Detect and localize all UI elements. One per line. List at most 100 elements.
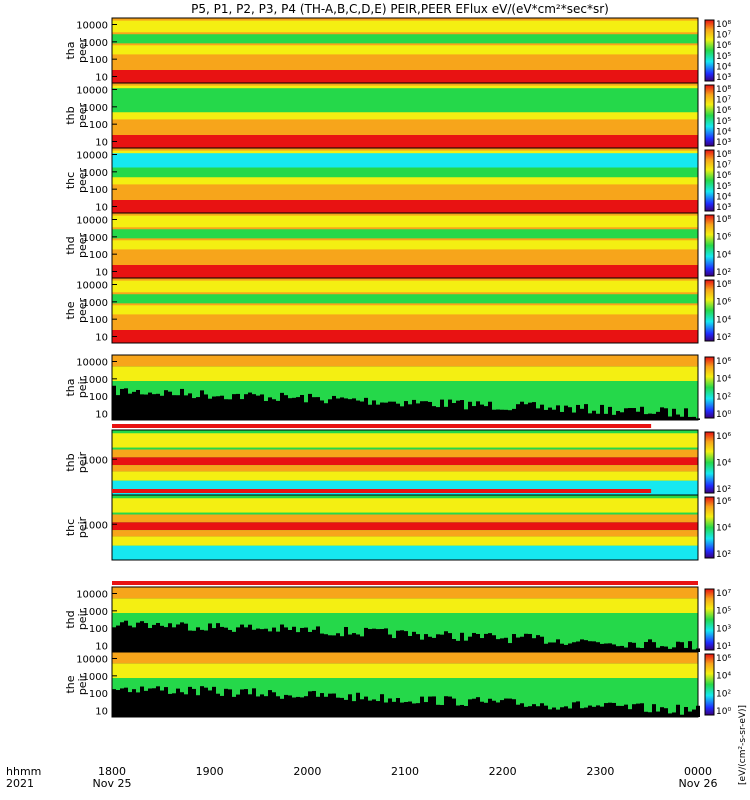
spectrum-band xyxy=(112,250,698,264)
colorbar-tick-label: 10⁸ xyxy=(716,280,731,290)
noise-column xyxy=(332,635,336,652)
x-tick-label: 1900 xyxy=(196,765,224,778)
noise-column xyxy=(548,709,552,717)
noise-column xyxy=(436,407,440,420)
y-tick-label: 100 xyxy=(89,120,108,131)
noise-column xyxy=(420,696,424,717)
noise-column xyxy=(356,400,360,420)
noise-column xyxy=(556,709,560,717)
noise-column xyxy=(164,390,168,420)
y-tick-label: 100 xyxy=(89,689,108,700)
noise-column xyxy=(504,698,508,717)
noise-column xyxy=(676,704,680,717)
colorbar-tick-label: 10³ xyxy=(716,624,731,634)
y-tick-label: 100 xyxy=(89,250,108,261)
noise-column xyxy=(536,408,540,420)
noise-column xyxy=(660,707,664,717)
noise-column xyxy=(568,407,572,420)
noise-column xyxy=(548,642,552,652)
noise-column xyxy=(468,636,472,652)
spectrum-band xyxy=(112,355,698,367)
noise-column xyxy=(336,633,340,652)
y-tick-label: 1000 xyxy=(83,298,108,309)
noise-column xyxy=(504,409,508,420)
noise-column xyxy=(372,699,376,717)
noise-column xyxy=(320,633,324,652)
noise-column xyxy=(612,702,616,717)
noise-column xyxy=(160,395,164,420)
noise-column xyxy=(124,388,128,420)
colorbar-tick-label: 10⁴ xyxy=(716,459,731,469)
noise-column xyxy=(204,630,208,652)
noise-column xyxy=(260,629,264,652)
noise-column xyxy=(272,627,276,652)
y-tick-label: 10 xyxy=(95,73,108,84)
noise-column xyxy=(276,400,280,420)
noise-column xyxy=(160,690,164,717)
y-tick-label: 1000 xyxy=(83,607,108,618)
colorbar-tick-label: 10⁶ xyxy=(716,654,731,664)
noise-column xyxy=(464,640,468,652)
noise-column xyxy=(504,637,508,652)
noise-column xyxy=(388,698,392,717)
noise-column xyxy=(572,412,576,420)
spectrum-band xyxy=(112,265,698,278)
data-flag-bar xyxy=(112,424,652,428)
noise-column xyxy=(244,689,248,717)
noise-column xyxy=(580,708,584,717)
spectrum-band xyxy=(112,471,698,481)
noise-column xyxy=(516,637,520,652)
colorbar-tick-label: 10⁵ xyxy=(716,182,731,192)
noise-column xyxy=(572,702,576,717)
noise-column xyxy=(480,701,484,717)
noise-column xyxy=(384,402,388,420)
noise-column xyxy=(368,404,372,420)
noise-column xyxy=(572,642,576,652)
noise-column xyxy=(688,416,692,420)
noise-column xyxy=(680,714,684,717)
spectrum-band xyxy=(112,280,698,293)
noise-column xyxy=(352,701,356,717)
noise-column xyxy=(480,638,484,652)
colorbar-tick-label: 10⁸ xyxy=(716,20,731,30)
colorbar-tick-label: 10¹ xyxy=(716,642,731,652)
noise-column xyxy=(532,402,536,420)
y-tick-label: 100 xyxy=(89,392,108,403)
noise-column xyxy=(676,414,680,420)
colorbar xyxy=(704,356,715,419)
colorbar-tick-label: 10⁶ xyxy=(716,41,731,51)
noise-column xyxy=(300,627,304,652)
noise-column xyxy=(252,688,256,717)
noise-column xyxy=(612,414,616,420)
noise-column xyxy=(424,401,428,420)
panel-the-peer: 10000 1000 100 10 the peer 10⁸ 10⁶ 10⁴ 10² xyxy=(64,277,731,344)
panel-probe-label: thb xyxy=(64,106,77,124)
noise-column xyxy=(348,399,352,420)
noise-column xyxy=(592,706,596,717)
colorbar-tick-label: 10⁷ xyxy=(716,96,731,106)
noise-column xyxy=(428,636,432,652)
noise-column xyxy=(672,647,676,652)
colorbar xyxy=(704,588,715,651)
noise-column xyxy=(400,630,404,652)
noise-column xyxy=(656,711,660,717)
noise-column xyxy=(276,631,280,652)
noise-column xyxy=(388,634,392,652)
colorbar-tick-label: 10⁴ xyxy=(716,62,731,72)
noise-column xyxy=(488,401,492,420)
noise-column xyxy=(376,701,380,717)
noise-column xyxy=(384,702,388,717)
noise-column xyxy=(588,705,592,717)
noise-column xyxy=(128,692,132,717)
noise-column xyxy=(616,705,620,717)
noise-column xyxy=(396,403,400,420)
noise-column xyxy=(132,689,136,717)
noise-column xyxy=(560,411,564,420)
colorbar-tick-label: 10⁶ xyxy=(716,497,731,507)
noise-column xyxy=(624,408,628,420)
noise-column xyxy=(672,712,676,717)
spectrum-band xyxy=(112,34,698,44)
noise-column xyxy=(256,628,260,652)
noise-column xyxy=(448,633,452,652)
